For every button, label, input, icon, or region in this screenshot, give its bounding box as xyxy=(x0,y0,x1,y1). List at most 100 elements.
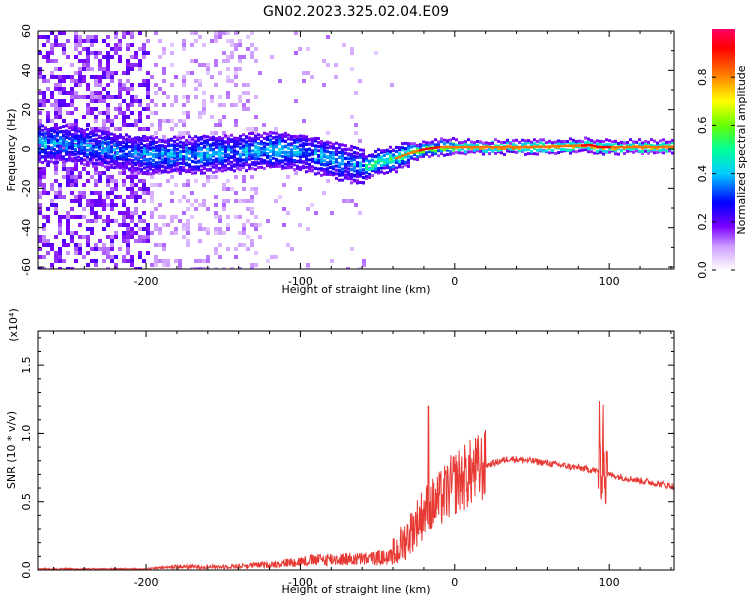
spectrogram-cell xyxy=(126,247,130,251)
spectrogram-cell xyxy=(38,51,42,55)
spectrogram-cell xyxy=(106,75,110,79)
spectrogram-cell xyxy=(464,140,467,144)
spectrogram-cell xyxy=(134,63,138,67)
spectrogram-cell xyxy=(449,152,452,156)
spectrogram-cell xyxy=(467,138,470,142)
spectrogram-cell xyxy=(238,59,242,63)
spectrogram-cell xyxy=(323,149,326,153)
spectrogram-cell xyxy=(278,161,281,165)
spectrogram-cell xyxy=(104,148,107,152)
spectrogram-cell xyxy=(134,143,138,147)
spectrogram-cell xyxy=(50,75,54,79)
spectrogram-cell xyxy=(71,159,74,163)
spectrogram-cell xyxy=(122,83,126,87)
spectrogram-cell xyxy=(254,146,257,150)
spectrogram-cell xyxy=(314,139,317,143)
spectrogram-cell xyxy=(557,151,560,155)
spectrogram-cell xyxy=(53,155,56,159)
spectrogram-cell xyxy=(126,215,130,219)
spectrogram-cell xyxy=(110,187,114,191)
spectrogram-cell xyxy=(296,140,299,144)
spectrogram-cell xyxy=(179,151,182,155)
spectrogram-cell xyxy=(170,159,173,163)
spectrogram-cell xyxy=(446,139,449,143)
spectrogram-peak-cell xyxy=(431,146,434,150)
spectrogram-cell xyxy=(161,144,164,148)
spectrogram-cell xyxy=(350,172,353,176)
spectrogram-cell xyxy=(638,149,641,153)
spectrogram-y-tick-label: -20 xyxy=(20,179,33,197)
spectrogram-cell xyxy=(78,171,82,175)
spectrogram-cell xyxy=(98,247,102,251)
spectrogram-cell xyxy=(38,132,41,136)
spectrogram-cell xyxy=(443,148,446,152)
spectrogram-cell xyxy=(329,172,332,176)
spectrogram-cell xyxy=(311,143,314,147)
spectrogram-peak-cell xyxy=(482,145,485,149)
spectrogram-cell xyxy=(662,138,665,142)
spectrogram-cell xyxy=(374,164,377,168)
spectrogram-cell xyxy=(202,267,206,269)
spectrogram-cell xyxy=(119,133,122,137)
spectrogram-cell xyxy=(322,191,326,195)
spectrogram-cell xyxy=(104,154,107,158)
spectrogram-cell xyxy=(146,107,150,111)
spectrogram-cell xyxy=(479,146,482,150)
spectrogram-cell xyxy=(617,152,620,156)
spectrogram-cell xyxy=(173,162,176,166)
spectrogram-cell xyxy=(164,152,167,156)
spectrogram-cell xyxy=(82,235,86,239)
spectrogram-cell xyxy=(392,156,395,160)
spectrogram-cell xyxy=(354,91,358,95)
spectrogram-cell xyxy=(86,83,90,87)
spectrogram-cell xyxy=(254,115,258,119)
spectrogram-cell xyxy=(188,163,191,167)
spectrogram-cell xyxy=(98,161,101,165)
spectrogram-cell xyxy=(246,247,250,251)
spectrogram-peak-cell xyxy=(500,145,503,149)
spectrogram-cell xyxy=(226,223,230,227)
spectrogram-cell xyxy=(50,146,53,150)
spectrogram-cell xyxy=(306,227,310,231)
spectrogram-cell xyxy=(38,207,42,211)
spectrogram-cell xyxy=(250,51,254,55)
spectrogram-cell xyxy=(42,187,46,191)
spectrogram-cell xyxy=(254,150,257,154)
spectrogram-cell xyxy=(119,162,122,166)
spectrogram-cell xyxy=(194,199,198,203)
spectrogram-cell xyxy=(298,47,302,51)
spectrogram-cell xyxy=(260,165,263,169)
spectrogram-cell xyxy=(186,111,190,115)
spectrogram-cell xyxy=(458,144,461,148)
spectrogram-cell xyxy=(78,39,82,43)
spectrogram-cell xyxy=(118,211,122,215)
spectrogram-cell xyxy=(158,227,162,231)
spectrogram-cell xyxy=(317,167,320,171)
spectrogram-cell xyxy=(70,171,74,175)
spectrogram-cell xyxy=(162,119,166,123)
spectrogram-cell xyxy=(82,39,86,43)
spectrogram-cell xyxy=(398,159,401,163)
spectrogram-cell xyxy=(305,170,308,174)
spectrogram-cell xyxy=(46,251,50,255)
spectrogram-cell xyxy=(42,79,46,83)
spectrogram-cell xyxy=(248,154,251,158)
spectrogram-cell xyxy=(449,150,452,154)
spectrogram-cell xyxy=(320,168,323,172)
spectrogram-cell xyxy=(174,99,178,103)
spectrogram-cell xyxy=(38,103,42,107)
spectrogram-cell xyxy=(56,127,59,131)
spectrogram-cell xyxy=(365,159,368,163)
spectrogram-cell xyxy=(110,199,114,203)
spectrogram-cell xyxy=(248,149,251,153)
spectrogram-cell xyxy=(47,145,50,149)
spectrogram-cell xyxy=(266,259,270,263)
spectrogram-cell xyxy=(202,43,206,47)
spectrogram-cell xyxy=(467,150,470,154)
spectrogram-cell xyxy=(138,59,142,63)
spectrogram-cell xyxy=(74,107,78,111)
spectrogram-cell xyxy=(368,172,371,176)
spectrogram-cell xyxy=(209,153,212,157)
spectrogram-cell xyxy=(178,131,182,135)
spectrogram-cell xyxy=(182,119,186,123)
